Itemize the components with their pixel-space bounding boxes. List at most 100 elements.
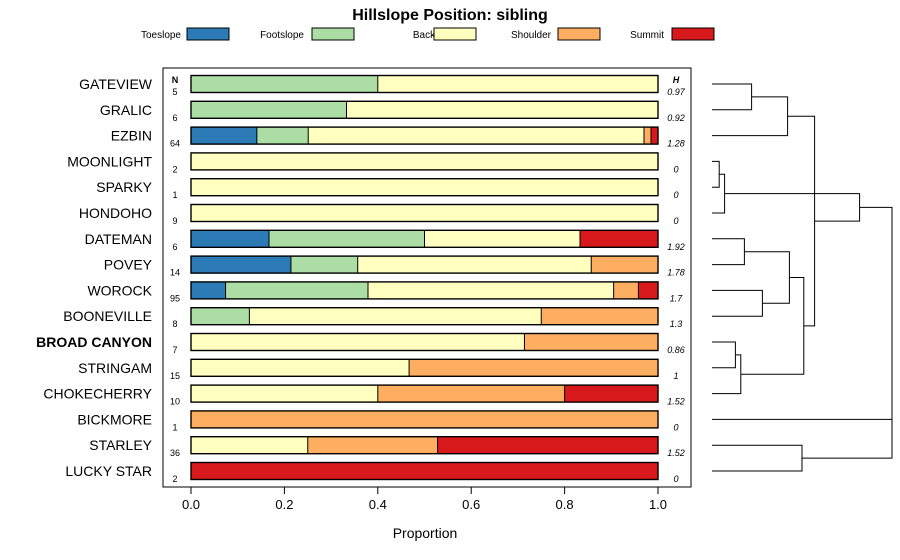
bar-outline (190, 384, 659, 403)
dendrogram-branch (744, 251, 790, 304)
row-label: STRINGAM (78, 360, 152, 376)
bar-segment-backslope (191, 333, 525, 351)
bar-segment-shoulder (591, 256, 658, 274)
row-label: STARLEY (89, 437, 152, 453)
row-gralic: GRALIC 6 0.92 (100, 100, 685, 123)
bar-segment-toeslope (191, 281, 226, 299)
row-lucky-star: LUCKY STAR 2 0 (65, 461, 679, 484)
row-hondoho: HONDOHO 9 0 (79, 203, 679, 226)
bar-outline (190, 177, 659, 197)
row-n-value: 36 (170, 448, 180, 458)
dendrogram-branch (712, 354, 742, 395)
row-h-value: 1 (673, 371, 678, 381)
x-axis: 0.0 0.2 0.4 0.6 0.8 1.0 (182, 487, 667, 512)
dendrogram (712, 83, 893, 472)
row-h-value: 0 (673, 190, 678, 200)
bar-segment-summit (580, 230, 658, 248)
row-n-value: 15 (170, 371, 180, 381)
bar-segment-toeslope (191, 127, 257, 145)
x-tick-label: 0.4 (369, 497, 387, 512)
row-label: BOONEVILLE (63, 308, 152, 324)
row-label: DATEMAN (85, 231, 152, 247)
row-h-value: 1.28 (667, 139, 685, 149)
row-label: GRALIC (100, 102, 152, 118)
row-label: LUCKY STAR (65, 463, 152, 479)
x-axis-label: Proportion (393, 525, 458, 541)
row-label: MOONLIGHT (67, 153, 152, 169)
bar-segment-toeslope (191, 230, 269, 248)
bar-outline (190, 410, 659, 429)
row-gateview: GATEVIEW 5 0.97 (79, 74, 686, 97)
bar-segment-backslope (191, 436, 308, 454)
row-dateman: DATEMAN 6 1.92 (85, 229, 685, 252)
x-tick-label: 0.8 (556, 497, 574, 512)
bar-segment-backslope (367, 281, 614, 299)
row-worock: WOROCK 95 1.7 (87, 281, 684, 303)
dendrogram-branch (724, 193, 861, 222)
bar-segment-backslope (377, 75, 658, 93)
row-chokecherry: CHOKECHERRY 10 1.52 (43, 384, 685, 407)
bar-segment-summit (191, 462, 658, 480)
row-label: CHOKECHERRY (43, 386, 152, 402)
bar-segment-shoulder (409, 359, 658, 377)
bar-segment-backslope (191, 359, 410, 377)
legend-swatch-summit (671, 27, 715, 41)
bar-segment-footslope (290, 256, 358, 274)
bar-segment-shoulder (541, 307, 658, 325)
bar-segment-footslope (268, 230, 425, 248)
row-label: BROAD CANYON (36, 334, 152, 350)
row-moonlight: MOONLIGHT 2 0 (67, 152, 679, 174)
dendrogram-branch (712, 289, 763, 317)
row-h-value: 0.92 (667, 113, 685, 123)
bar-outline (190, 152, 659, 171)
row-n-value: 6 (172, 113, 177, 123)
legend-swatch-toeslope (186, 27, 230, 41)
chart-title: Hillslope Position: sibling (352, 7, 548, 24)
row-h-value: 1.3 (670, 319, 683, 329)
row-n-value: 64 (170, 139, 180, 149)
row-h-value: 1.52 (667, 397, 685, 407)
row-label: SPARKY (96, 179, 152, 195)
row-h-value: 1.7 (670, 293, 684, 303)
bar-segment-summit (638, 281, 658, 299)
bar-segment-footslope (191, 75, 378, 93)
bar-segment-summit (650, 127, 658, 145)
dendrogram-branch (712, 96, 789, 137)
bar-outline (190, 332, 659, 352)
dendrogram-branch (740, 277, 805, 375)
h-column-header: H (673, 75, 680, 85)
row-h-value: 0 (673, 422, 678, 432)
bar-outline (190, 307, 659, 326)
row-h-value: 0 (673, 164, 678, 174)
plot-area: GATEVIEW 5 0.97 GRALIC 6 0.92 EZBIN 64 1.28 MOONL… (36, 67, 692, 488)
dendrogram-branch (712, 341, 736, 369)
row-bickmore: BICKMORE 1 0 (77, 410, 679, 432)
bar-outline (190, 281, 659, 300)
row-ezbin: EZBIN 64 1.28 (111, 126, 685, 149)
row-booneville: BOONEVILLE 8 1.3 (63, 307, 683, 329)
row-h-value: 0 (673, 474, 678, 484)
bar-outline (190, 74, 659, 94)
row-h-value: 1.78 (667, 268, 685, 278)
x-tick-label: 0.2 (275, 497, 293, 512)
row-label: WOROCK (87, 282, 152, 298)
bar-segment-backslope (191, 385, 378, 403)
legend-label-footslope: Footslope (260, 30, 304, 41)
row-label: POVEY (104, 257, 153, 273)
row-label: BICKMORE (77, 411, 152, 427)
row-label: HONDOHO (79, 205, 152, 221)
bar-segment-footslope (256, 127, 309, 145)
row-h-value: 0.97 (667, 87, 686, 97)
dendrogram-branch (712, 173, 726, 214)
bar-segment-footslope (191, 101, 347, 119)
row-povey: POVEY 14 1.78 (104, 255, 685, 278)
bar-segment-shoulder (377, 385, 565, 403)
bar-outline (190, 255, 659, 274)
plot-frame (162, 67, 692, 488)
row-n-value: 1 (172, 190, 177, 200)
row-n-value: 5 (172, 87, 177, 97)
x-tick-label: 1.0 (649, 497, 667, 512)
row-h-value: 0.86 (667, 345, 685, 355)
bar-segment-backslope (191, 204, 658, 222)
row-starley: STARLEY 36 1.52 (89, 436, 685, 458)
